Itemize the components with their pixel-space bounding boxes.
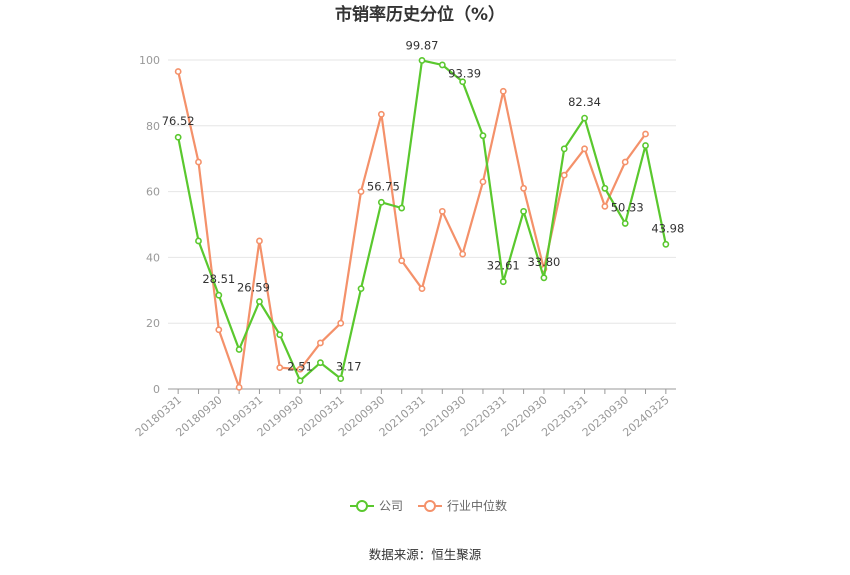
data-point bbox=[337, 375, 345, 382]
data-point bbox=[479, 178, 487, 186]
data-point bbox=[540, 274, 548, 282]
data-point bbox=[642, 142, 649, 149]
data-label: 26.59 bbox=[237, 281, 270, 295]
data-point bbox=[296, 365, 304, 373]
legend-label: 公司 bbox=[379, 499, 403, 513]
y-tick-label: 60 bbox=[146, 186, 160, 199]
data-point bbox=[316, 339, 324, 347]
data-point bbox=[520, 207, 527, 215]
legend-marker bbox=[424, 500, 436, 512]
data-point bbox=[560, 145, 568, 153]
data-point bbox=[195, 237, 202, 245]
data-point bbox=[174, 133, 182, 141]
data-point bbox=[438, 207, 446, 215]
data-point bbox=[215, 326, 223, 334]
data-label: 2.51 bbox=[287, 360, 313, 374]
data-point bbox=[499, 87, 507, 95]
legend-item[interactable]: 公司 bbox=[350, 499, 403, 513]
data-point bbox=[601, 203, 609, 210]
data-label: 3.17 bbox=[336, 360, 362, 374]
data-label: 33.80 bbox=[527, 255, 560, 269]
legend[interactable]: 公司 行业中位数 bbox=[350, 498, 507, 513]
y-tick-label: 40 bbox=[146, 251, 160, 264]
data-point bbox=[316, 359, 324, 367]
series-line bbox=[177, 71, 647, 389]
data-point bbox=[418, 57, 426, 64]
data-point bbox=[642, 130, 649, 138]
data-point bbox=[499, 278, 507, 286]
data-point bbox=[581, 114, 588, 122]
data-point bbox=[601, 184, 609, 192]
data-point bbox=[174, 68, 182, 75]
data-point bbox=[438, 61, 446, 69]
y-axis: 0 20 40 60 80 100 bbox=[139, 54, 160, 396]
data-label: 43.98 bbox=[651, 221, 684, 235]
data-point bbox=[459, 78, 467, 86]
data-label: 32.61 bbox=[487, 259, 520, 273]
data-label: 93.39 bbox=[448, 67, 481, 81]
data-point bbox=[377, 110, 385, 118]
data-point bbox=[215, 291, 223, 299]
data-point bbox=[296, 377, 304, 385]
data-point bbox=[357, 188, 365, 195]
data-point bbox=[195, 158, 202, 166]
y-tick-label: 0 bbox=[153, 383, 160, 396]
data-point bbox=[256, 237, 263, 245]
data-label: 99.87 bbox=[406, 38, 439, 52]
data-point bbox=[357, 285, 365, 293]
data-point bbox=[276, 364, 284, 372]
data-point bbox=[276, 331, 284, 339]
data-point bbox=[621, 158, 629, 166]
data-point bbox=[479, 132, 487, 140]
data-label: 28.51 bbox=[202, 272, 235, 286]
y-tick-label: 20 bbox=[146, 317, 160, 330]
data-point bbox=[337, 319, 345, 327]
y-tick-label: 100 bbox=[139, 54, 160, 67]
data-point bbox=[235, 346, 243, 353]
data-point bbox=[662, 240, 670, 248]
data-point bbox=[560, 171, 568, 179]
data-point bbox=[256, 298, 263, 305]
data-point bbox=[398, 204, 406, 212]
data-point bbox=[520, 184, 527, 192]
data-point bbox=[235, 383, 243, 391]
chart-title: 市销率历史分位（%） bbox=[335, 4, 505, 25]
data-point bbox=[418, 285, 426, 293]
data-point bbox=[459, 250, 467, 258]
data-label: 56.75 bbox=[367, 179, 400, 193]
x-axis: 2018033120180930201903312019093020200331… bbox=[133, 388, 676, 439]
data-label: 82.34 bbox=[568, 95, 601, 109]
data-point bbox=[621, 220, 629, 227]
legend-label: 行业中位数 bbox=[447, 498, 507, 513]
data-point bbox=[398, 257, 406, 265]
source-note: 数据来源：恒生聚源 bbox=[369, 547, 482, 562]
y-tick-label: 80 bbox=[146, 120, 160, 133]
series-layer bbox=[174, 57, 670, 391]
data-label: 50.33 bbox=[611, 200, 644, 214]
data-point bbox=[581, 145, 588, 153]
data-point bbox=[377, 198, 385, 206]
legend-marker bbox=[356, 500, 368, 512]
data-label: 76.52 bbox=[162, 114, 195, 128]
legend-item[interactable]: 行业中位数 bbox=[418, 498, 507, 513]
